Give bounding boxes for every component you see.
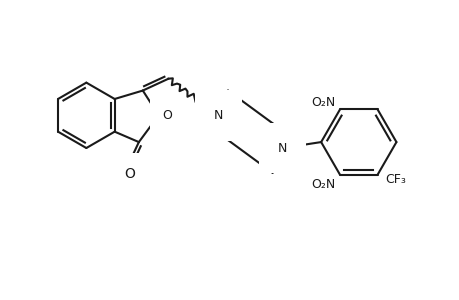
- Text: O: O: [124, 167, 135, 181]
- Text: N: N: [277, 142, 286, 154]
- Text: O₂N: O₂N: [310, 178, 334, 190]
- Text: CF₃: CF₃: [385, 173, 406, 186]
- Text: O₂N: O₂N: [310, 96, 334, 109]
- Text: N: N: [213, 109, 222, 122]
- Text: O: O: [162, 109, 172, 122]
